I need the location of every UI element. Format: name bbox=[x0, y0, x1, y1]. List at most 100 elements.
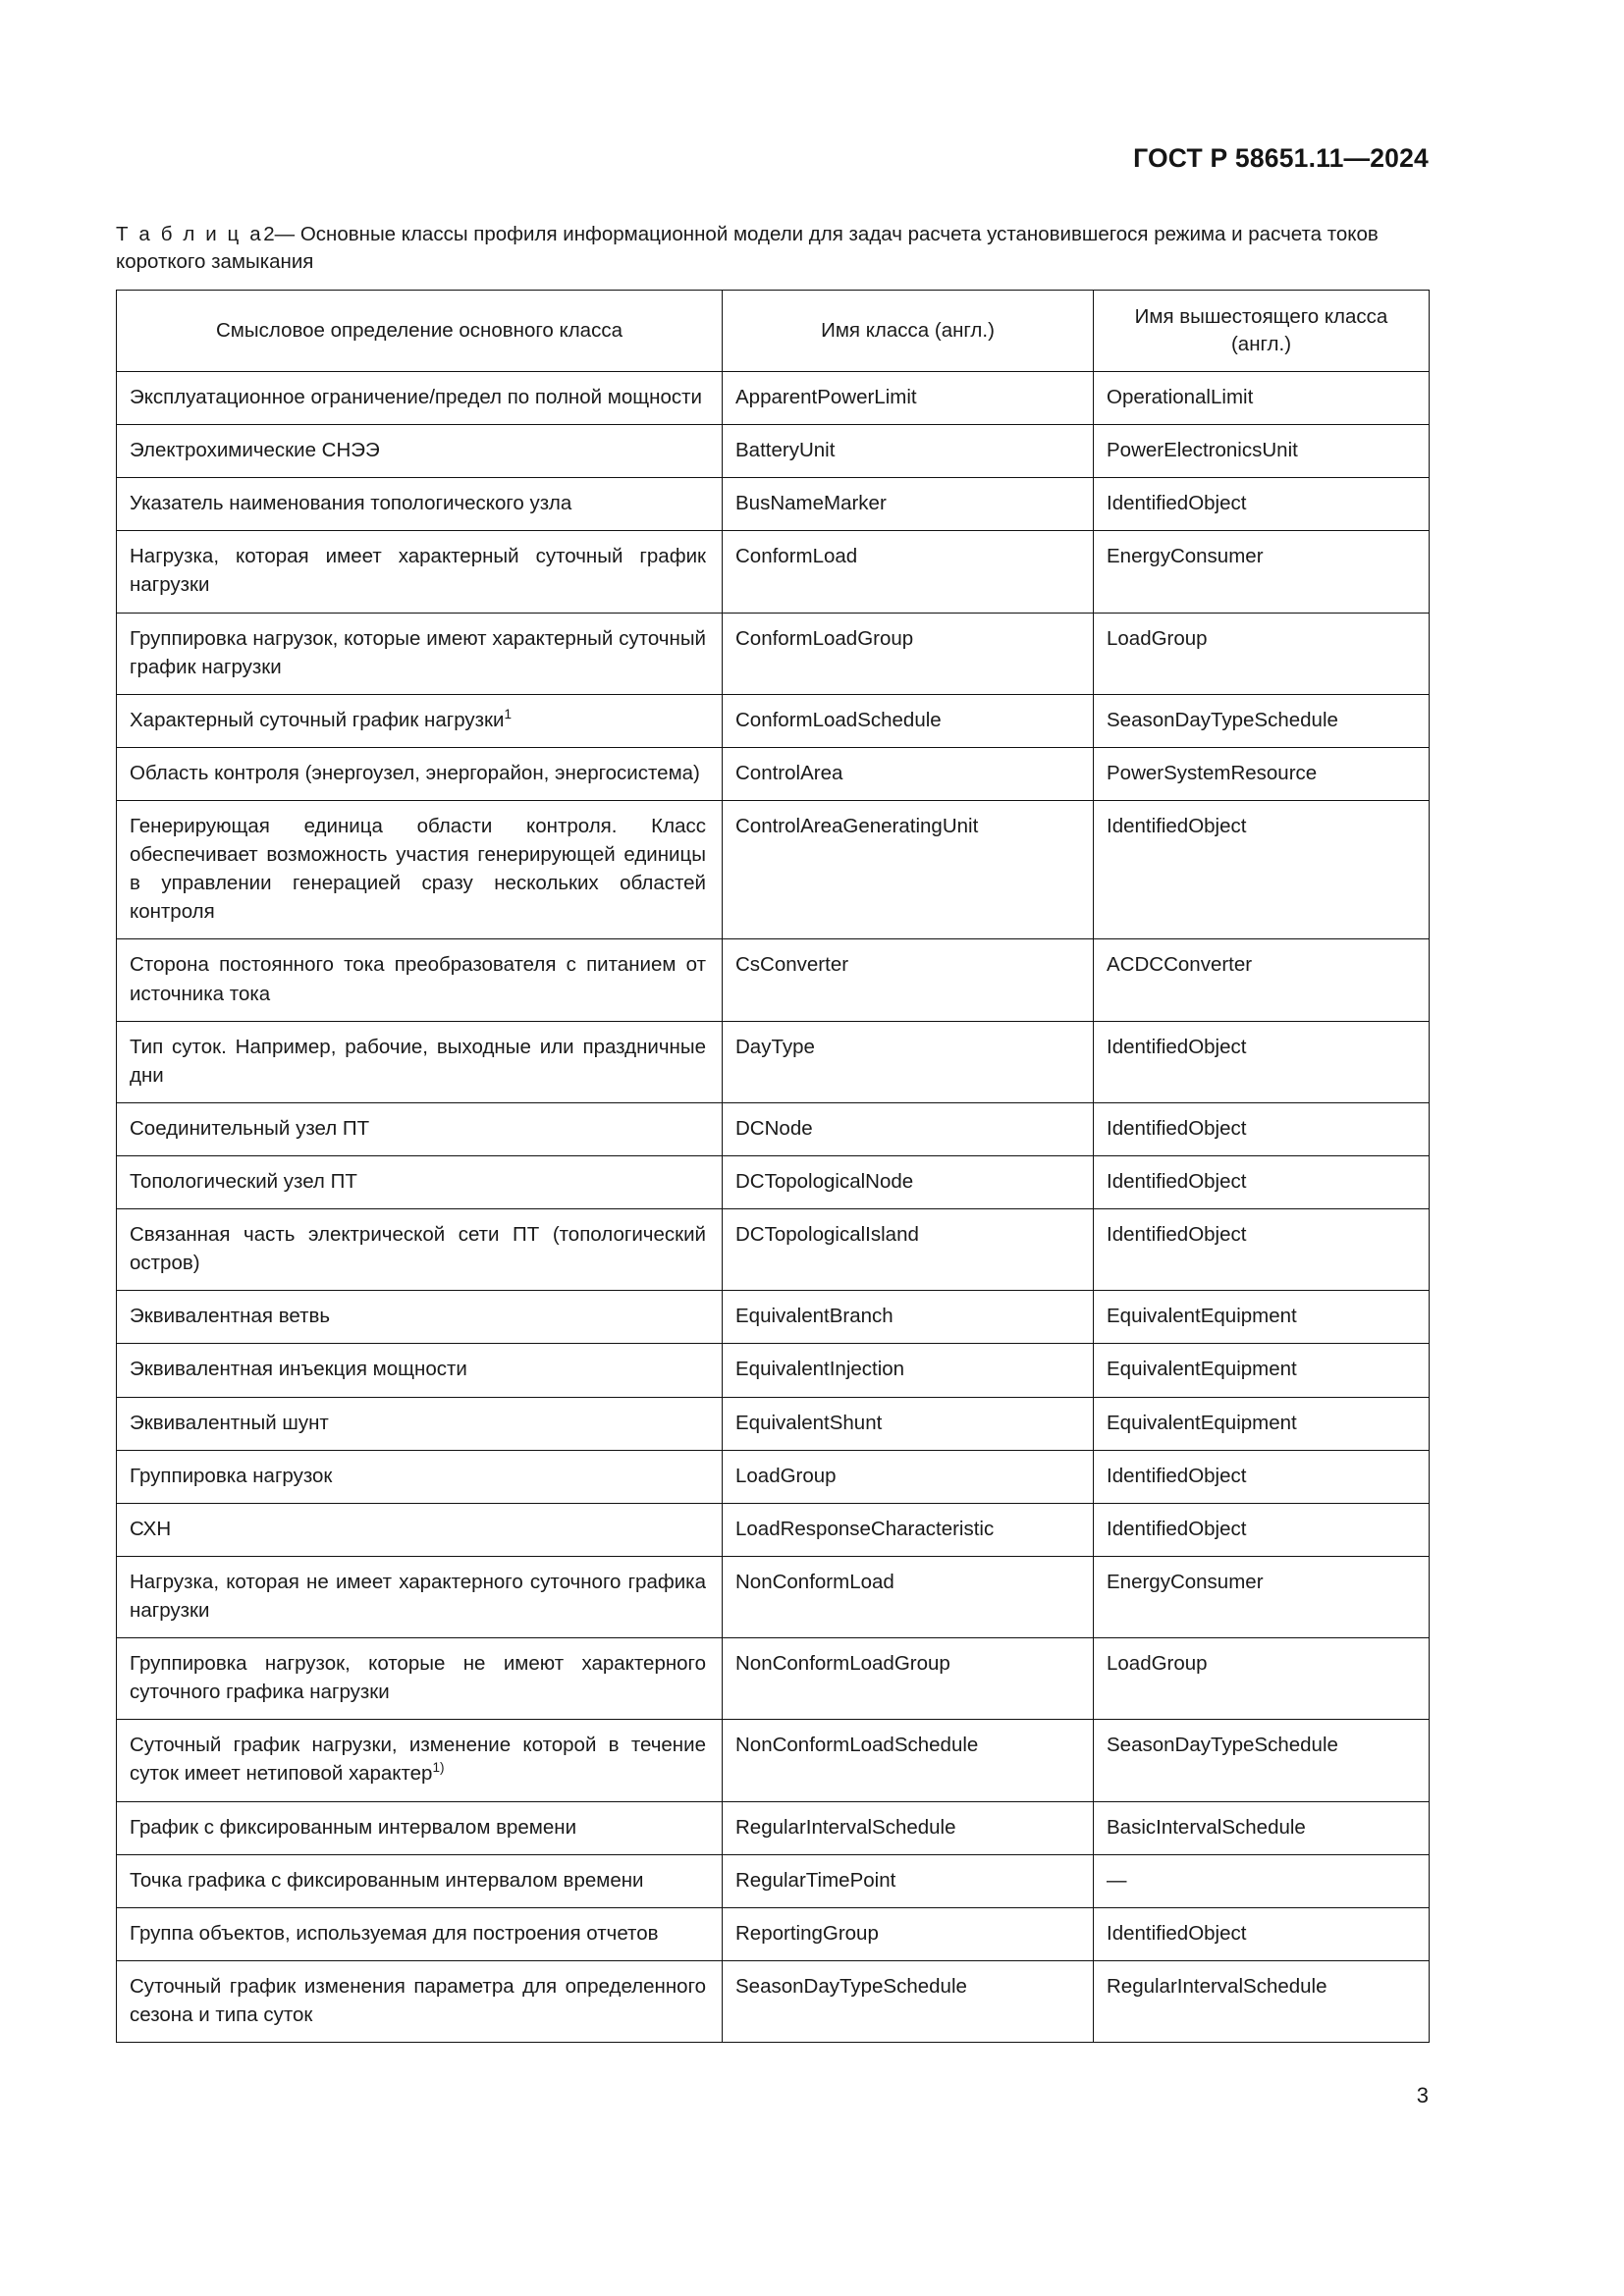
cell-class-name: ControlAreaGeneratingUnit bbox=[722, 799, 1094, 940]
table-row: Суточный график изменения параметра для … bbox=[116, 1959, 1430, 2044]
cell-class-name: ApparentPowerLimit bbox=[722, 370, 1094, 426]
table-row: Группировка нагрузок LoadGroup IdentifiedO… bbox=[116, 1449, 1430, 1504]
definition-text: Указатель наименования топологического у… bbox=[130, 492, 572, 515]
definition-text: Электрохимические СНЭЭ bbox=[130, 439, 380, 462]
cell-definition: Эквивалентная инъекция мощности bbox=[116, 1343, 723, 1398]
table-row: Связанная часть электрической сети ПТ (т… bbox=[116, 1208, 1430, 1292]
column-header-definition: Смысловое определение основного класса bbox=[116, 290, 723, 372]
cell-definition: Эксплуатационное ограничение/предел по п… bbox=[116, 370, 723, 426]
main-classes-table: Смысловое определение основного класса И… bbox=[116, 290, 1430, 2044]
cell-parent-class: PowerSystemResource bbox=[1093, 746, 1430, 801]
table-caption-number: 2 bbox=[263, 223, 275, 245]
cell-parent-class: ACDCConverter bbox=[1093, 938, 1430, 1022]
cell-definition: Нагрузка, которая не имеет характерного … bbox=[116, 1555, 723, 1639]
definition-text: Эксплуатационное ограничение/предел по п… bbox=[130, 386, 702, 408]
table-header-row: Смысловое определение основного класса И… bbox=[116, 290, 1430, 372]
table-row: Генерирующая единица области контроля. К… bbox=[116, 799, 1430, 940]
cell-class-name: ConformLoad bbox=[722, 530, 1094, 614]
definition-text: Область контроля (энергоузел, энергорайо… bbox=[130, 761, 700, 784]
cell-parent-class: IdentifiedObject bbox=[1093, 799, 1430, 940]
footnote-marker: 1 bbox=[504, 706, 512, 721]
definition-text: Группировка нагрузок bbox=[130, 1464, 333, 1487]
cell-definition: Суточный график изменения параметра для … bbox=[116, 1959, 723, 2044]
table-caption-text: Основные классы профиля информационной м… bbox=[116, 223, 1379, 274]
cell-definition: Эквивалентный шунт bbox=[116, 1396, 723, 1451]
definition-text: Топологический узел ПТ bbox=[130, 1169, 357, 1193]
cell-class-name: BusNameMarker bbox=[722, 477, 1094, 532]
table-row: Нагрузка, которая имеет характерный суто… bbox=[116, 530, 1430, 614]
cell-definition: Соединительный узел ПТ bbox=[116, 1101, 723, 1156]
table-body: Эксплуатационное ограничение/предел по п… bbox=[116, 370, 1430, 2044]
definition-text: Генерирующая единица области контроля. К… bbox=[130, 814, 706, 924]
cell-definition: Группировка нагрузок bbox=[116, 1449, 723, 1504]
cell-class-name: SeasonDayTypeSchedule bbox=[722, 1959, 1094, 2044]
document-header-standard-number: ГОСТ Р 58651.11—2024 bbox=[1133, 143, 1429, 173]
table-row: Сторона постоянного тока преобразователя… bbox=[116, 938, 1430, 1022]
cell-definition: График с фиксированным интервалом времен… bbox=[116, 1800, 723, 1855]
cell-definition: Связанная часть электрической сети ПТ (т… bbox=[116, 1208, 723, 1292]
cell-parent-class: EquivalentEquipment bbox=[1093, 1396, 1430, 1451]
definition-text: Нагрузка, которая имеет характерный суто… bbox=[130, 545, 706, 597]
table-row: Суточный график нагрузки, изменение кото… bbox=[116, 1719, 1430, 1802]
cell-parent-class: IdentifiedObject bbox=[1093, 1154, 1430, 1210]
cell-class-name: LoadResponseCharacteristic bbox=[722, 1502, 1094, 1557]
cell-definition: Генерирующая единица области контроля. К… bbox=[116, 799, 723, 940]
cell-definition: Тип суток. Например, рабочие, выходные и… bbox=[116, 1020, 723, 1103]
table-row: Электрохимические СНЭЭ BatteryUnit PowerEl… bbox=[116, 424, 1430, 479]
cell-parent-class: — bbox=[1093, 1853, 1430, 1908]
cell-definition: Указатель наименования топологического у… bbox=[116, 477, 723, 532]
cell-parent-class: RegularIntervalSchedule bbox=[1093, 1959, 1430, 2044]
definition-text: График с фиксированным интервалом времен… bbox=[130, 1815, 577, 1839]
cell-parent-class: EquivalentEquipment bbox=[1093, 1343, 1430, 1398]
cell-definition: СХН bbox=[116, 1502, 723, 1557]
cell-class-name: DCTopologicalNode bbox=[722, 1154, 1094, 1210]
cell-definition: Характерный суточный график нагрузки1 bbox=[116, 693, 723, 748]
cell-parent-class: EnergyConsumer bbox=[1093, 530, 1430, 614]
cell-class-name: EquivalentBranch bbox=[722, 1290, 1094, 1345]
definition-text: Эквивалентная ветвь bbox=[130, 1305, 331, 1328]
table-row: Топологический узел ПТ DCTopologicalNode I… bbox=[116, 1154, 1430, 1210]
table-row: Эквивалентный шунт EquivalentShunt Equival… bbox=[116, 1396, 1430, 1451]
cell-class-name: ReportingGroup bbox=[722, 1906, 1094, 1961]
cell-definition: Топологический узел ПТ bbox=[116, 1154, 723, 1210]
cell-definition: Группа объектов, используемая для постро… bbox=[116, 1906, 723, 1961]
cell-class-name: EquivalentInjection bbox=[722, 1343, 1094, 1398]
cell-parent-class: IdentifiedObject bbox=[1093, 1020, 1430, 1103]
definition-text: Суточный график изменения параметра для … bbox=[130, 1974, 706, 2026]
cell-class-name: NonConformLoadGroup bbox=[722, 1637, 1094, 1721]
table-row: Группировка нагрузок, которые имеют хара… bbox=[116, 612, 1430, 695]
cell-definition: Электрохимические СНЭЭ bbox=[116, 424, 723, 479]
cell-class-name: DCNode bbox=[722, 1101, 1094, 1156]
cell-parent-class: BasicIntervalSchedule bbox=[1093, 1800, 1430, 1855]
cell-parent-class: EnergyConsumer bbox=[1093, 1555, 1430, 1639]
definition-text: Группа объектов, используемая для постро… bbox=[130, 1921, 659, 1945]
cell-parent-class: IdentifiedObject bbox=[1093, 1208, 1430, 1292]
table-row: Нагрузка, которая не имеет характерного … bbox=[116, 1555, 1430, 1639]
cell-parent-class: SeasonDayTypeSchedule bbox=[1093, 1719, 1430, 1802]
cell-definition: Нагрузка, которая имеет характерный суто… bbox=[116, 530, 723, 614]
cell-definition: Группировка нагрузок, которые имеют хара… bbox=[116, 612, 723, 695]
cell-parent-class: LoadGroup bbox=[1093, 612, 1430, 695]
table-row: Эксплуатационное ограничение/предел по п… bbox=[116, 370, 1430, 426]
cell-class-name: CsConverter bbox=[722, 938, 1094, 1022]
definition-text: Характерный суточный график нагрузки bbox=[130, 708, 505, 731]
definition-text: Эквивалентная инъекция мощности bbox=[130, 1358, 467, 1381]
cell-class-name: BatteryUnit bbox=[722, 424, 1094, 479]
cell-parent-class: IdentifiedObject bbox=[1093, 1101, 1430, 1156]
cell-parent-class: EquivalentEquipment bbox=[1093, 1290, 1430, 1345]
cell-parent-class: SeasonDayTypeSchedule bbox=[1093, 693, 1430, 748]
cell-class-name: RegularTimePoint bbox=[722, 1853, 1094, 1908]
table-row: График с фиксированным интервалом времен… bbox=[116, 1800, 1430, 1855]
cell-class-name: LoadGroup bbox=[722, 1449, 1094, 1504]
table-row: Характерный суточный график нагрузки1 Con… bbox=[116, 693, 1430, 748]
definition-text: Сторона постоянного тока преобразователя… bbox=[130, 953, 706, 1005]
table-row: Соединительный узел ПТ DCNode IdentifiedOb… bbox=[116, 1101, 1430, 1156]
table-caption: Т а б л и ц а2— Основные классы профиля … bbox=[116, 221, 1432, 277]
cell-definition: Область контроля (энергоузел, энергорайо… bbox=[116, 746, 723, 801]
cell-definition: Сторона постоянного тока преобразователя… bbox=[116, 938, 723, 1022]
table-row: Указатель наименования топологического у… bbox=[116, 477, 1430, 532]
table-row: Тип суток. Например, рабочие, выходные и… bbox=[116, 1020, 1430, 1103]
definition-text: Точка графика с фиксированным интервалом… bbox=[130, 1868, 644, 1892]
table-row: СХН LoadResponseCharacteristic IdentifiedO… bbox=[116, 1502, 1430, 1557]
definition-text: Суточный график нагрузки, изменение кото… bbox=[130, 1734, 706, 1786]
